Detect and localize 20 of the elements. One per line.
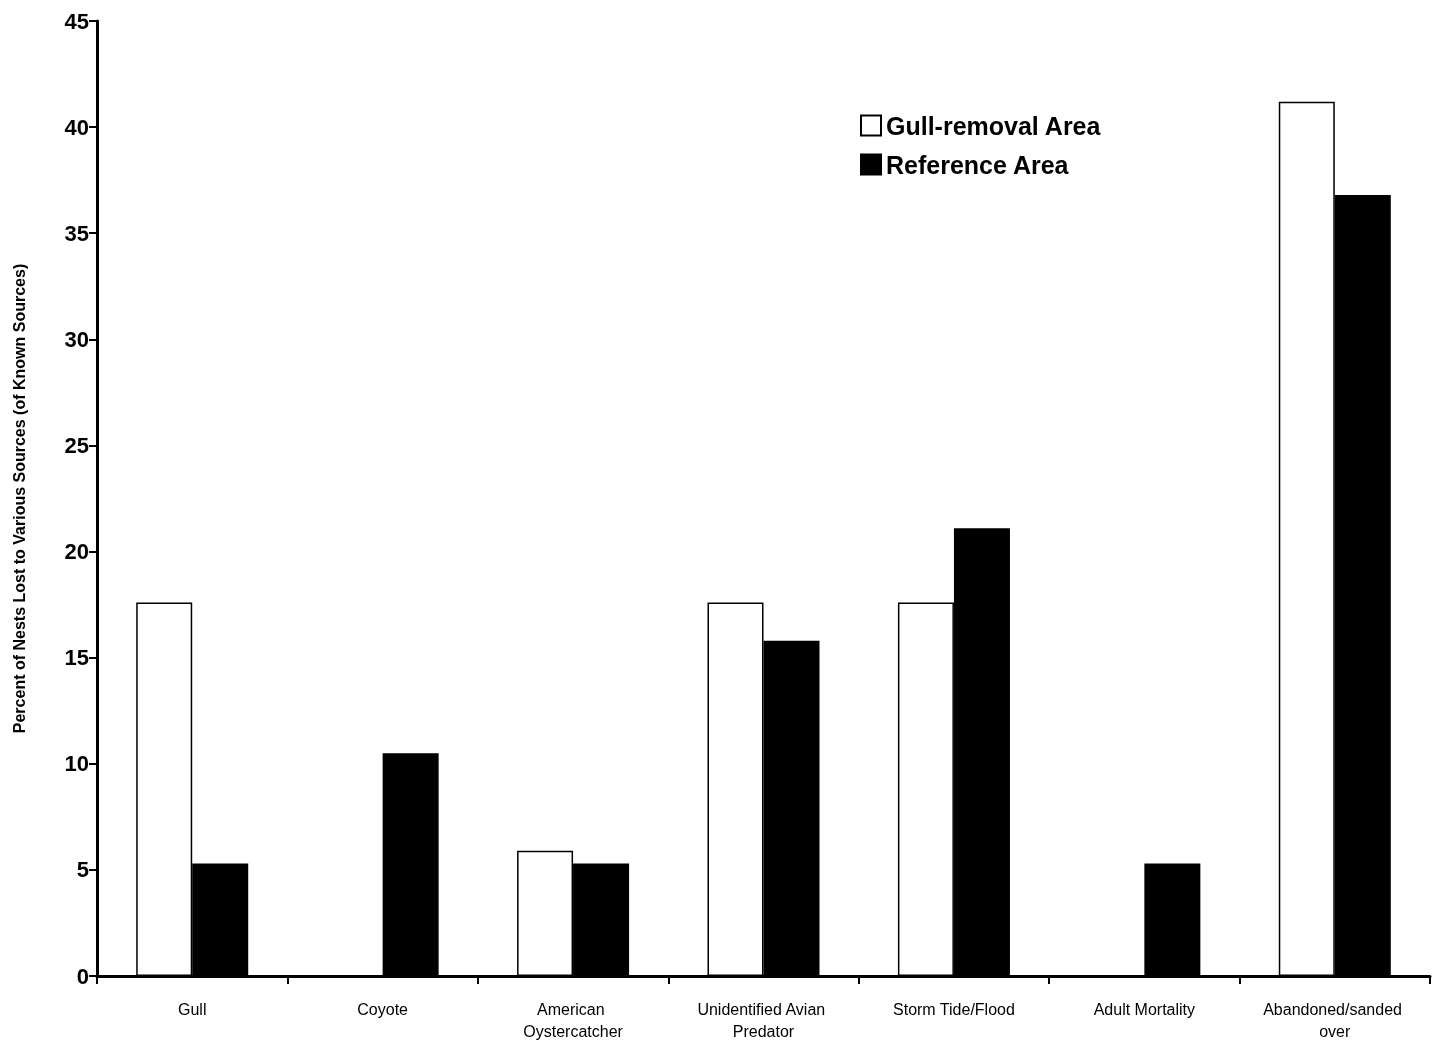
y-tick-label: 15 xyxy=(64,645,89,671)
x-tick-label: Abandoned/sanded over xyxy=(1263,1000,1407,1040)
x-tick-label: Adult Mortality xyxy=(1093,1000,1196,1018)
x-tick-label: American Oystercatcher xyxy=(523,1000,624,1040)
y-tick-label: 5 xyxy=(76,857,89,883)
x-tick-label: Coyote xyxy=(357,1000,409,1018)
y-tick-label: 10 xyxy=(64,751,89,777)
legend-label: Gull-removal Area xyxy=(886,111,1102,140)
x-tick-label: Gull xyxy=(177,1000,207,1018)
y-tick-label: 40 xyxy=(64,114,89,140)
y-tick-label: 25 xyxy=(64,432,89,458)
legend-label: Reference Area xyxy=(886,150,1070,179)
y-tick-label: 0 xyxy=(76,963,89,989)
y-axis-title: Percent of Nests Lost to Various Sources (of Known Sources) xyxy=(10,263,28,734)
y-tick-label: 30 xyxy=(64,326,89,352)
y-tick-label: 20 xyxy=(64,539,89,565)
x-tick-label: Unidentified Avian Predator xyxy=(697,1000,830,1040)
y-tick-label: 45 xyxy=(64,8,89,34)
y-tick-label: 35 xyxy=(64,220,89,246)
x-tick-label: Storm Tide/Flood xyxy=(893,1000,1015,1018)
